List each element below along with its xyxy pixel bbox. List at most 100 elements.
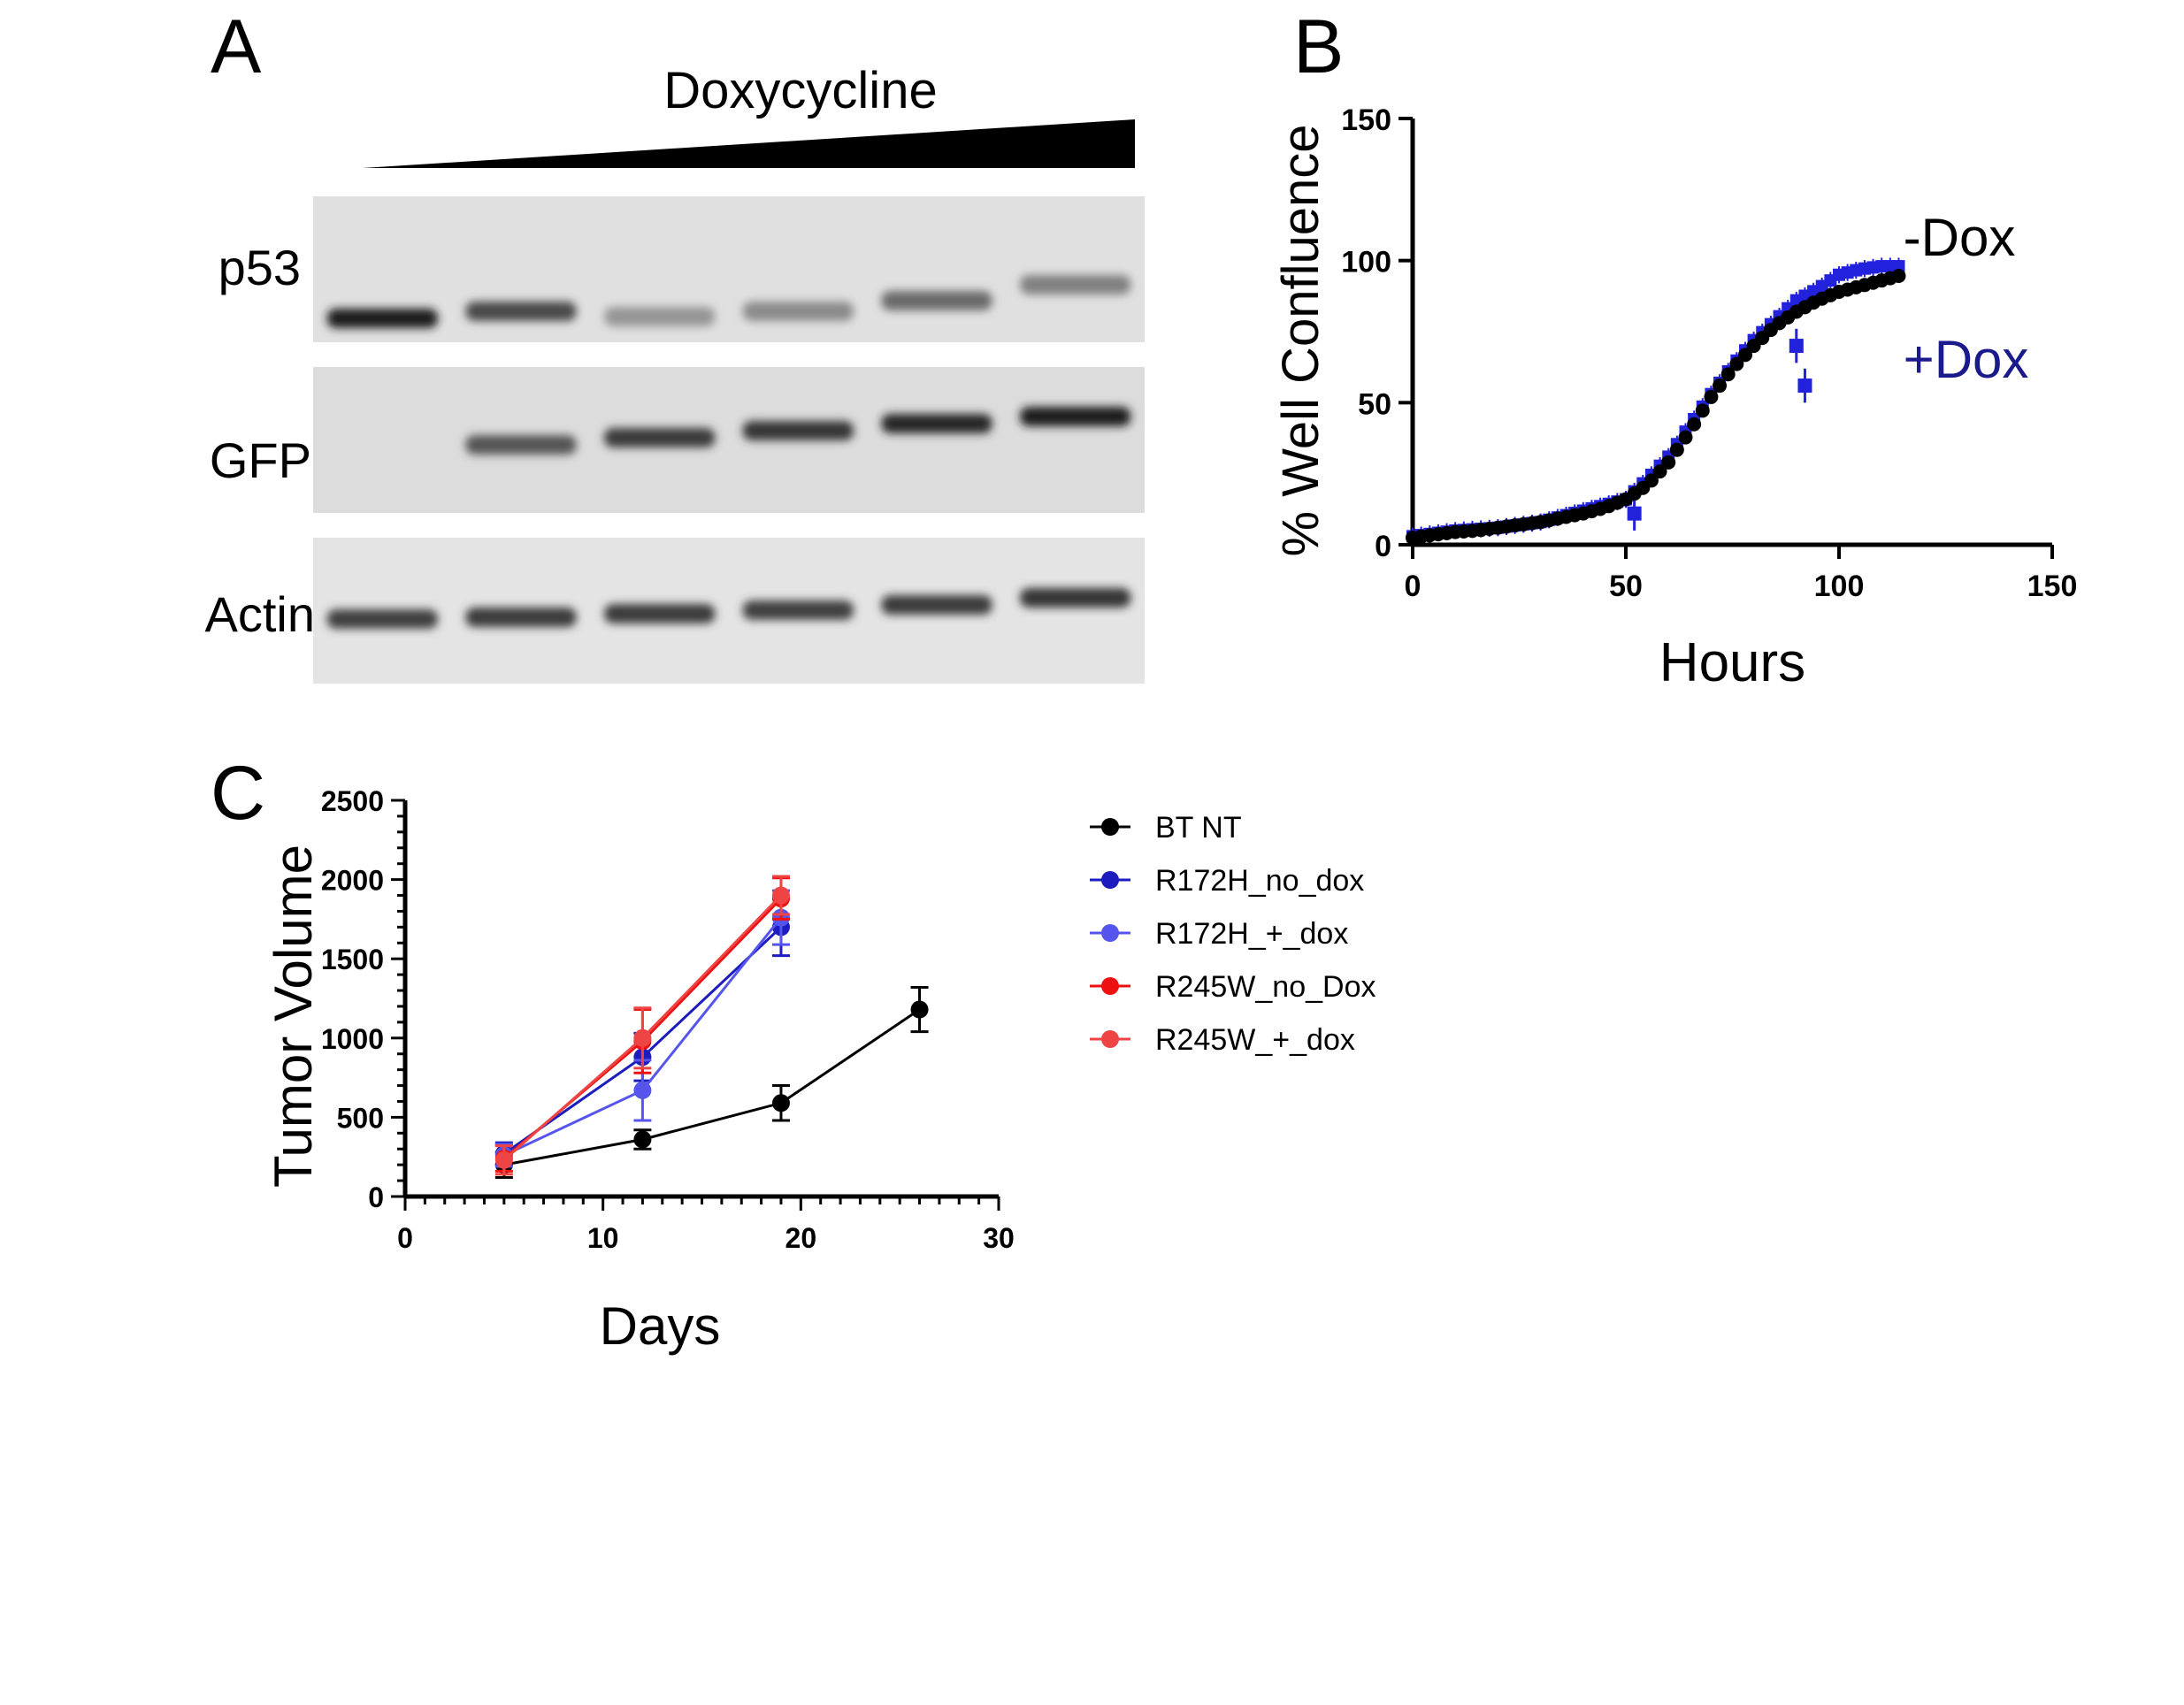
panel-c-letter: C xyxy=(211,751,265,836)
legend-item: R245W_+_dox xyxy=(1090,1023,1355,1057)
y-tick-label: 50 xyxy=(1358,387,1391,421)
series-annotation: -Dox xyxy=(1904,208,2016,267)
data-point xyxy=(1789,339,1804,354)
data-point xyxy=(633,1081,652,1099)
legend-label: BT NT xyxy=(1155,811,1242,845)
blot-band xyxy=(742,600,854,620)
doxycycline-gradient-wedge xyxy=(363,119,1135,168)
data-point xyxy=(1797,378,1812,394)
p53-row-label: p53 xyxy=(218,240,301,295)
blot-band xyxy=(1020,275,1131,294)
blot-bands xyxy=(326,275,1131,629)
x-tick-label: 50 xyxy=(1609,570,1643,603)
doxycycline-label: Doxycycline xyxy=(663,62,937,119)
series-minus-dox xyxy=(1406,269,1906,545)
legend-item: BT NT xyxy=(1090,811,1242,845)
blot-band xyxy=(1020,407,1131,426)
legend-label: R172H_+_dox xyxy=(1155,917,1348,951)
x-axis-label: Days xyxy=(600,1296,721,1356)
data-point xyxy=(1729,356,1744,371)
x-tick-label: 30 xyxy=(983,1222,1015,1254)
blot-band xyxy=(604,307,716,326)
data-point xyxy=(633,1130,652,1149)
panel-a-letter: A xyxy=(211,4,262,89)
tumor-volume-legend: BT NT R172H_no_dox R172H_+_dox R245W_no_Dox… xyxy=(1090,811,1376,1057)
data-point xyxy=(1891,269,1906,284)
data-point xyxy=(910,1000,929,1019)
x-tick-label: 0 xyxy=(1405,570,1422,603)
blot-band xyxy=(326,309,438,328)
legend-label: R245W_+_dox xyxy=(1155,1023,1355,1057)
blot-band xyxy=(742,302,854,321)
data-point xyxy=(1652,464,1667,479)
y-tick-label: 0 xyxy=(368,1181,384,1213)
panel-c-tumor-volume-chart: C 0 500 1000 1500 2000 2500 0 10 20 30 Days Tumor V… xyxy=(211,751,1376,1356)
data-point xyxy=(1892,260,1905,273)
data-point xyxy=(1737,348,1752,363)
panel-b-letter: B xyxy=(1293,4,1344,89)
y-tick-label: 1500 xyxy=(321,944,384,975)
data-point xyxy=(1720,367,1736,382)
legend-marker xyxy=(1101,1030,1119,1048)
p53-blot xyxy=(313,196,1145,342)
data-point xyxy=(1713,378,1728,394)
blot-band xyxy=(604,428,716,447)
gfp-row-label: GFP xyxy=(210,432,311,488)
data-point xyxy=(771,1094,790,1112)
data-point xyxy=(1695,403,1710,418)
series-line xyxy=(503,1008,921,1166)
data-point xyxy=(1644,473,1659,488)
panel-a-western-blot: A Doxycycline p53 GFP Actin xyxy=(205,4,1145,684)
data-point xyxy=(771,886,790,905)
actin-row-label: Actin xyxy=(205,586,316,642)
blot-band xyxy=(881,595,992,615)
x-tick-label: 100 xyxy=(1814,570,1865,603)
data-point xyxy=(1627,506,1642,521)
blot-band xyxy=(881,414,992,433)
legend-item: R172H_+_dox xyxy=(1090,917,1348,951)
legend-label: R172H_no_dox xyxy=(1155,864,1364,898)
y-axis-label: % Well Confluence xyxy=(1272,125,1330,557)
gfp-blot xyxy=(313,367,1145,513)
series-r245w-dox xyxy=(494,875,790,1176)
legend-marker xyxy=(1101,977,1119,995)
y-tick-label: 2500 xyxy=(321,785,384,817)
series-annotation: +Dox xyxy=(1904,330,2029,389)
data-point xyxy=(633,1028,652,1047)
legend-marker xyxy=(1101,818,1119,836)
y-tick-label: 2000 xyxy=(321,865,384,897)
blot-band xyxy=(1020,588,1131,608)
data-point xyxy=(1678,430,1693,445)
data-point xyxy=(494,1151,513,1169)
y-tick-label: 1000 xyxy=(321,1023,384,1055)
panel-b-confluence-chart: B 0 50 100 150 0 50 100 150 Hours % Well Confluen… xyxy=(1272,4,2077,693)
x-tick-label: 20 xyxy=(785,1222,817,1254)
data-point xyxy=(1687,417,1702,432)
actin-blot xyxy=(313,538,1145,684)
legend-item: R245W_no_Dox xyxy=(1090,970,1376,1004)
tumor-volume-plot-area: 0 500 1000 1500 2000 2500 0 10 20 30 Days Tumor Vol… xyxy=(264,785,1015,1356)
y-tick-label: 100 xyxy=(1341,246,1391,279)
data-point xyxy=(1669,442,1684,457)
y-tick-label: 0 xyxy=(1375,530,1391,563)
y-tick-label: 500 xyxy=(337,1102,384,1134)
legend-label: R245W_no_Dox xyxy=(1155,970,1376,1004)
series-bt-nt xyxy=(494,985,929,1179)
blot-band xyxy=(465,302,577,321)
legend-marker xyxy=(1101,871,1119,889)
y-tick-label: 150 xyxy=(1341,103,1391,137)
x-tick-label: 10 xyxy=(587,1222,619,1254)
data-point xyxy=(1661,455,1676,470)
blot-band xyxy=(326,609,438,629)
y-axis-label: Tumor Volume xyxy=(264,845,323,1188)
legend-marker xyxy=(1101,924,1119,942)
confluence-plot-area: 0 50 100 150 0 50 100 150 Hours % Well Confluence… xyxy=(1272,103,2077,693)
x-tick-label: 150 xyxy=(2027,570,2078,603)
blot-band xyxy=(465,608,577,627)
blot-band xyxy=(742,421,854,440)
blot-band xyxy=(881,291,992,310)
x-tick-label: 0 xyxy=(397,1222,413,1254)
blot-band xyxy=(604,604,716,623)
x-axis-label: Hours xyxy=(1659,632,1805,693)
